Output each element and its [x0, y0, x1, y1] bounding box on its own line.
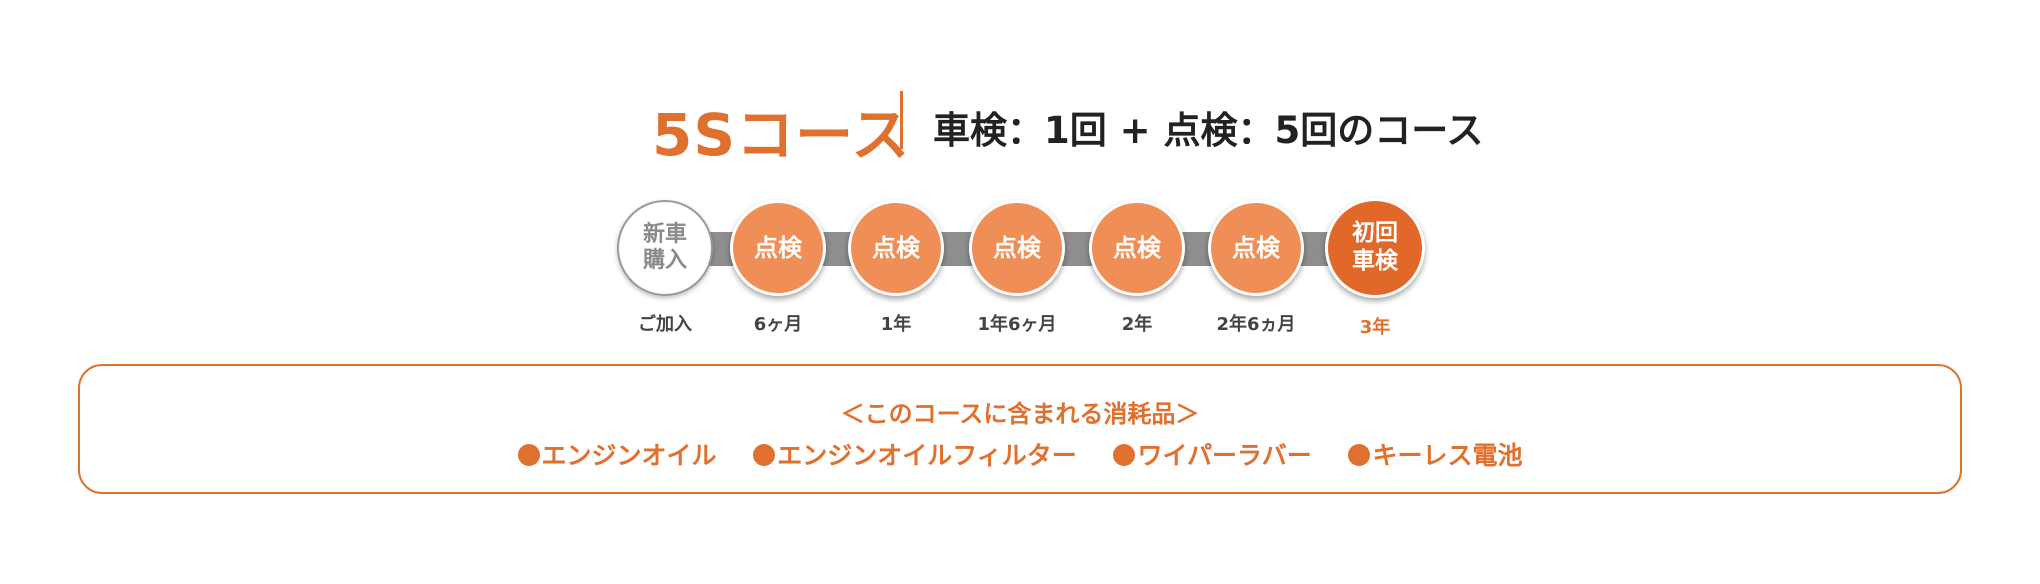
step-label: 2年: [1121, 314, 1153, 335]
consumable-item-label: エンジンオイルフィルター: [777, 441, 1077, 470]
title-row: 5Sコース 車検：1回 + 点検：5回のコース: [0, 82, 2040, 169]
step-circle-inspection: 点検: [1208, 200, 1304, 296]
bullet-icon: [753, 444, 776, 466]
course-description: 車検：1回 + 点検：5回のコース: [933, 109, 1484, 152]
consumable-item: エンジンオイルフィルター: [753, 436, 1077, 472]
consumable-item-label: キーレス電池: [1372, 441, 1523, 470]
bullet-icon: [1113, 444, 1136, 466]
step-circle-text: 初回 車検: [1352, 220, 1398, 274]
step-circle-text: 点検: [754, 233, 802, 262]
step-circle-first-inspection: 初回 車検: [1325, 198, 1425, 298]
bullet-icon: [1348, 444, 1371, 466]
step-circle-text: 点検: [1113, 233, 1161, 262]
step-circle-purchase: 新車 購入: [617, 200, 713, 296]
step-circle-inspection: 点検: [848, 200, 944, 296]
step-label: ご加入: [638, 314, 692, 335]
consumable-item: ワイパーラバー: [1113, 436, 1312, 472]
consumables-box: ＜このコースに含まれる消耗品＞ エンジンオイル エンジンオイルフィルター ワイパ…: [78, 364, 1962, 494]
step-circle-inspection: 点検: [730, 200, 826, 296]
bullet-icon: [517, 444, 540, 466]
consumable-item: エンジンオイル: [517, 436, 717, 472]
step-label: 1年: [880, 314, 912, 335]
step-circle-text: 点検: [1232, 233, 1280, 262]
timeline: 新車 購入 ご加入 点検 6ヶ月 点検 1年 点検 1年6ヶ月 点検 2年 点検…: [0, 190, 2040, 340]
step-label: 1年6ヶ月: [977, 314, 1057, 335]
consumables-list: エンジンオイル エンジンオイルフィルター ワイパーラバー キーレス電池: [80, 436, 1960, 472]
step-label-final: 3年: [1359, 317, 1391, 338]
consumable-item-label: ワイパーラバー: [1137, 441, 1312, 470]
consumable-item-label: エンジンオイル: [541, 441, 717, 470]
step-circle-inspection: 点検: [969, 200, 1065, 296]
title-divider: [900, 91, 903, 149]
step-label: 2年6ヵ月: [1216, 314, 1296, 335]
step-label: 6ヶ月: [753, 314, 803, 335]
step-circle-text: 新車 購入: [642, 221, 687, 273]
step-circle-text: 点検: [872, 233, 920, 262]
consumable-item: キーレス電池: [1348, 436, 1522, 472]
consumables-title: ＜このコースに含まれる消耗品＞: [840, 400, 1200, 428]
course-name: 5Sコース: [652, 101, 911, 169]
step-circle-text: 点検: [993, 233, 1041, 262]
step-circle-inspection: 点検: [1089, 200, 1185, 296]
